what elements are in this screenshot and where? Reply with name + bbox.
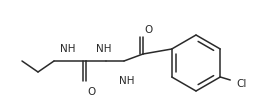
Text: NH: NH [119,75,135,85]
Text: O: O [87,86,95,96]
Text: O: O [144,25,152,35]
Text: Cl: Cl [236,78,247,88]
Text: NH: NH [60,44,76,54]
Text: NH: NH [96,44,112,54]
